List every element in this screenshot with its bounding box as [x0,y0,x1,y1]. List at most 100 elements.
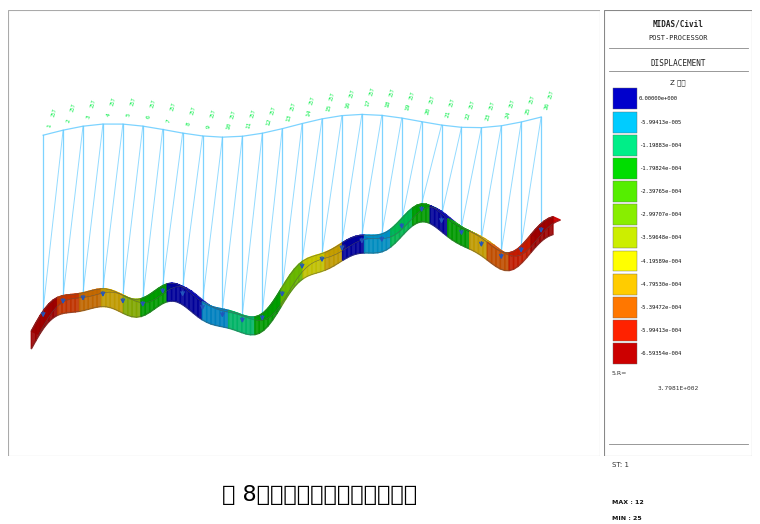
Polygon shape [115,291,126,297]
Polygon shape [373,235,378,253]
Polygon shape [31,323,43,334]
Text: 257: 257 [269,106,277,115]
Polygon shape [549,217,553,236]
Text: 3: 3 [86,115,92,119]
Text: -5.39472e-004: -5.39472e-004 [639,305,681,310]
Polygon shape [430,206,435,226]
Polygon shape [220,309,232,313]
Polygon shape [224,309,229,328]
Polygon shape [321,253,325,272]
Polygon shape [382,232,386,252]
Polygon shape [101,289,113,292]
Text: 257: 257 [508,99,515,108]
Bar [613,112,637,133]
Polygon shape [264,308,268,331]
Polygon shape [303,258,315,264]
Text: -5.99413e-005: -5.99413e-005 [639,119,681,125]
Polygon shape [251,317,262,320]
Polygon shape [281,281,286,307]
Text: 257: 257 [409,91,416,100]
Polygon shape [316,254,321,273]
Polygon shape [378,234,382,253]
Polygon shape [229,310,240,315]
Polygon shape [536,225,540,247]
Polygon shape [176,283,188,289]
Polygon shape [448,219,452,240]
Polygon shape [272,296,284,306]
Polygon shape [395,221,407,228]
Polygon shape [338,243,343,263]
Polygon shape [299,261,303,282]
Polygon shape [461,227,473,233]
Polygon shape [211,306,223,311]
Polygon shape [128,298,140,302]
Polygon shape [242,315,246,334]
Bar [613,204,637,225]
Text: -3.59648e-004: -3.59648e-004 [639,235,681,241]
Polygon shape [49,300,61,307]
Polygon shape [343,240,354,246]
Polygon shape [474,233,486,239]
Text: 257: 257 [150,99,157,108]
Polygon shape [88,290,100,295]
Polygon shape [461,227,465,247]
Text: 2: 2 [66,118,72,124]
Polygon shape [45,304,56,312]
Polygon shape [338,243,350,249]
Polygon shape [505,253,517,256]
Polygon shape [443,215,448,237]
Text: 7: 7 [166,118,172,123]
Polygon shape [329,248,334,268]
Polygon shape [369,235,381,238]
Text: DISPLACEMENT: DISPLACEMENT [651,60,706,69]
Bar [613,135,637,156]
Polygon shape [233,312,245,316]
Polygon shape [185,288,189,310]
Polygon shape [180,286,185,306]
Polygon shape [259,313,271,319]
Polygon shape [115,291,119,311]
Text: Z 方向: Z 方向 [670,80,686,86]
Text: 18: 18 [385,100,391,108]
Polygon shape [163,284,167,303]
Polygon shape [194,296,198,316]
Polygon shape [452,222,457,243]
Polygon shape [62,295,74,299]
Polygon shape [88,290,93,309]
Text: 1: 1 [46,124,52,128]
Polygon shape [80,292,91,297]
Polygon shape [31,323,36,349]
Polygon shape [391,225,403,233]
Polygon shape [408,208,420,215]
Text: 4: 4 [106,113,112,117]
Polygon shape [40,309,45,334]
Text: 19: 19 [404,103,411,112]
Polygon shape [356,235,368,239]
Polygon shape [321,253,332,257]
Polygon shape [470,231,482,237]
Polygon shape [110,290,115,309]
Polygon shape [242,315,254,320]
Text: -6.59354e-004: -6.59354e-004 [639,351,681,356]
Polygon shape [492,246,496,267]
Polygon shape [180,286,192,292]
Polygon shape [426,204,430,224]
Polygon shape [207,304,218,310]
Polygon shape [264,308,275,316]
Polygon shape [479,236,483,257]
Polygon shape [430,206,442,212]
Polygon shape [404,212,408,234]
Polygon shape [268,302,280,312]
Text: 14: 14 [305,108,312,117]
Text: 9: 9 [205,124,211,129]
Polygon shape [536,225,547,233]
Polygon shape [119,293,131,299]
Polygon shape [413,205,417,226]
Polygon shape [101,289,106,307]
Polygon shape [417,204,429,209]
Polygon shape [470,231,474,251]
Polygon shape [439,212,443,233]
Text: 10: 10 [226,122,232,130]
Polygon shape [351,236,356,256]
Bar [613,250,637,271]
